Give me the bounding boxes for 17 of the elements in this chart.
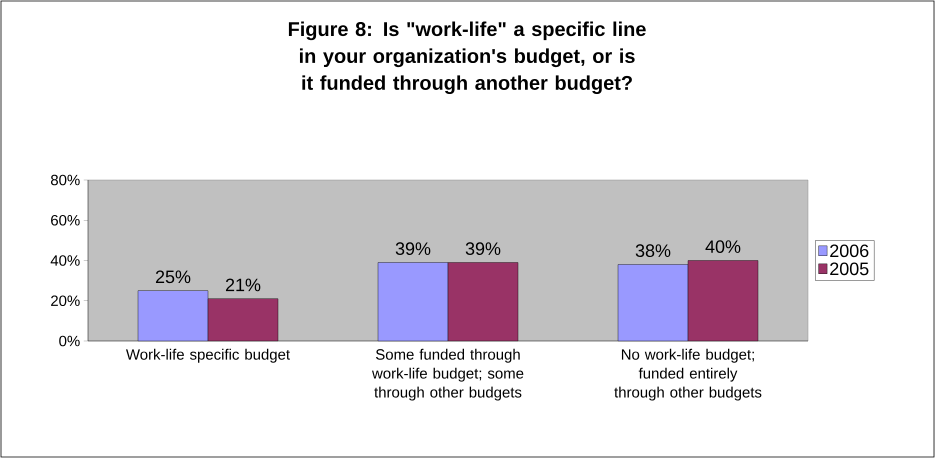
data-label: 25%	[156, 270, 190, 284]
y-tick-label: 80%	[50, 174, 80, 186]
data-label: 40%	[705, 240, 740, 253]
legend-label: 2006	[830, 244, 868, 258]
legend-label: 2005	[830, 262, 868, 276]
y-tick-label: 60%	[51, 214, 80, 226]
y-tick-label: 40%	[50, 255, 80, 266]
data-label: 38%	[636, 244, 670, 258]
x-tick-label: No work-life budget; funded entirely through other budgets	[614, 348, 762, 401]
chart-title: Figure 8: Is "work-life" a specific line in your organization's budget, or is it funded through another budget?	[288, 22, 646, 94]
x-tick-label: Work-life specific budget	[126, 348, 290, 363]
data-label: 21%	[226, 278, 260, 292]
data-label: 39%	[466, 242, 500, 255]
y-tick-label: 0%	[59, 336, 80, 346]
data-label: 39%	[396, 242, 430, 255]
x-tick-label: Some funded through work-life budget; some through other budgets	[372, 348, 524, 401]
y-tick-label: 20%	[51, 295, 80, 306]
